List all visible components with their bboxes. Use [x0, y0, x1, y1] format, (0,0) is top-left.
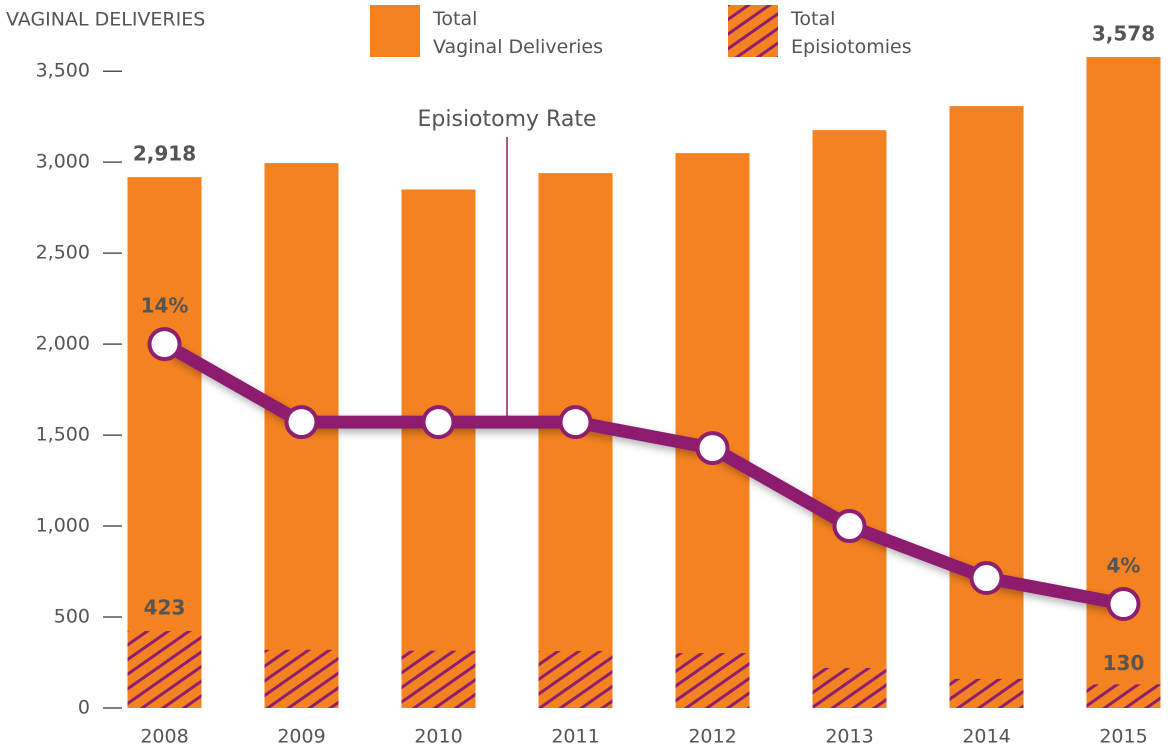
x-tick-label: 2013: [825, 726, 873, 748]
data-label: 4%: [1107, 554, 1141, 578]
y-tick-label: 1,500: [36, 424, 90, 446]
hatched-bar: [812, 667, 887, 708]
x-tick-label: 2009: [277, 726, 325, 748]
legend-swatch: [370, 5, 420, 57]
legend-label: Total Episiotomies: [790, 8, 912, 58]
y-tick-label: 3,500: [36, 60, 90, 82]
rate-marker: [832, 509, 867, 544]
y-tick-label: 0: [78, 697, 90, 719]
hatched-bar: [127, 631, 202, 708]
rate-line: [161, 338, 1125, 611]
bar: [127, 177, 202, 708]
y-tick-label: 3,000: [36, 151, 90, 173]
x-tick-label: 2008: [140, 726, 188, 748]
annotation: Episiotomy Rate: [418, 107, 597, 132]
hatched-bar: [401, 650, 476, 708]
rate-marker: [1106, 587, 1141, 622]
x-tick-label: 2011: [551, 726, 599, 748]
legend-swatch: [728, 5, 778, 57]
rate-marker: [695, 431, 730, 466]
data-label: 14%: [141, 294, 189, 318]
data-label: 2,918: [133, 142, 196, 166]
legend-label: Total Vaginal Deliveries: [432, 8, 603, 58]
y-tick-label: 500: [54, 606, 90, 628]
hatched-bar: [1086, 684, 1161, 708]
hatched-bar: [264, 649, 339, 708]
y-axis-label: VAGINAL DELIVERIES: [6, 9, 205, 31]
x-tick-label: 2014: [962, 726, 1010, 748]
hatched-bar: [949, 678, 1024, 708]
y-tick-label: 1,000: [36, 515, 90, 537]
rate-marker: [284, 405, 319, 440]
x-tick-label: 2010: [414, 726, 462, 748]
bar: [675, 153, 750, 708]
bar: [401, 189, 476, 709]
bar: [949, 106, 1024, 708]
rate-marker: [147, 327, 182, 362]
x-tick-label: 2012: [688, 726, 736, 748]
bar: [538, 173, 613, 709]
y-tick-label: 2,000: [36, 333, 90, 355]
hatched-bar: [538, 651, 613, 708]
data-label: 3,578: [1092, 22, 1155, 46]
x-tick-label: 2015: [1099, 726, 1147, 748]
data-label: 423: [144, 596, 186, 620]
bar: [812, 130, 887, 709]
rate-marker: [969, 561, 1004, 596]
y-tick-label: 2,500: [36, 242, 90, 264]
rate-marker: [558, 405, 593, 440]
rate-marker: [421, 405, 456, 440]
data-label: 130: [1103, 651, 1145, 675]
legend-swatch-bg: [728, 5, 778, 57]
hatched-bar: [675, 653, 750, 708]
